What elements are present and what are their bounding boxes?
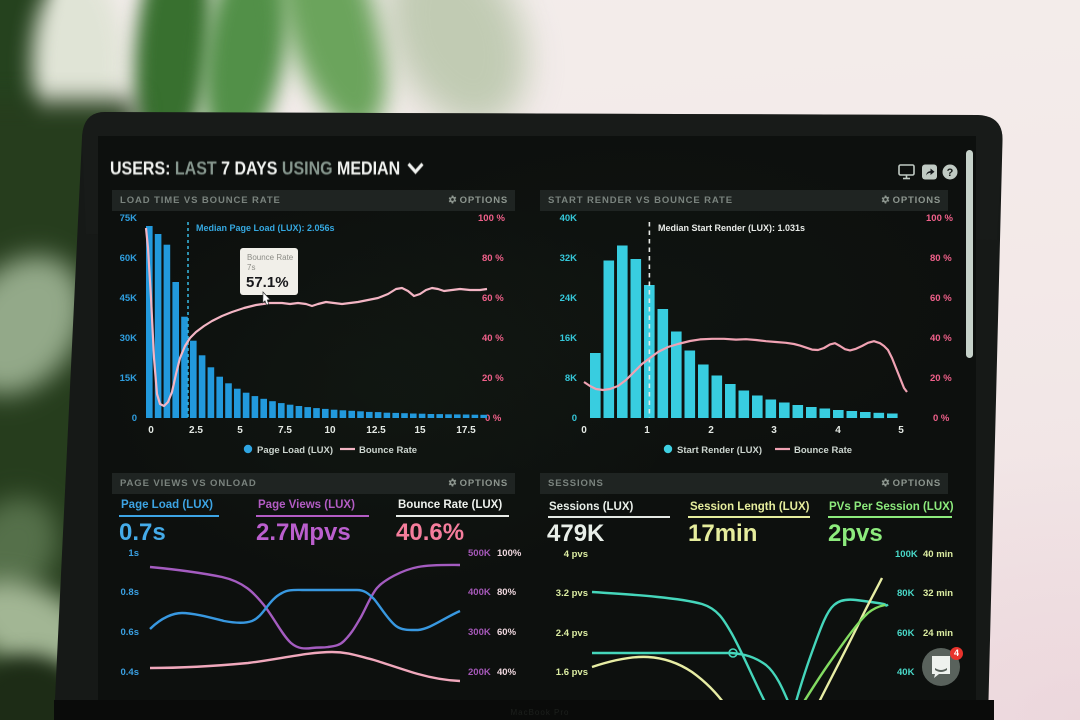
svg-text:100 %: 100 % <box>926 213 953 224</box>
svg-text:24K: 24K <box>560 293 578 304</box>
svg-text:Bounce Rate: Bounce Rate <box>794 445 852 456</box>
svg-text:0.4s: 0.4s <box>121 667 140 678</box>
svg-text:15: 15 <box>414 425 426 436</box>
svg-text:0: 0 <box>132 413 137 424</box>
svg-text:40 %: 40 % <box>930 333 952 344</box>
svg-text:80%: 80% <box>497 587 517 598</box>
svg-text:300K: 300K <box>468 627 491 638</box>
svg-text:5: 5 <box>237 425 243 436</box>
svg-text:500K: 500K <box>468 548 491 559</box>
svg-text:80K: 80K <box>897 588 915 599</box>
svg-text:60K: 60K <box>897 628 915 639</box>
svg-text:60%: 60% <box>497 627 517 638</box>
svg-text:60 %: 60 % <box>930 293 952 304</box>
svg-text:0 %: 0 % <box>933 413 950 424</box>
svg-text:57.1%: 57.1% <box>246 274 289 291</box>
svg-text:3: 3 <box>771 425 777 436</box>
svg-text:80 %: 80 % <box>930 253 952 264</box>
svg-text:3.2 pvs: 3.2 pvs <box>556 588 588 599</box>
svg-text:100K: 100K <box>895 549 918 560</box>
svg-text:7s: 7s <box>247 263 255 272</box>
svg-text:2: 2 <box>708 425 714 436</box>
svg-text:Bounce Rate: Bounce Rate <box>247 253 294 262</box>
svg-text:40 min: 40 min <box>923 549 953 560</box>
svg-text:5: 5 <box>898 425 904 436</box>
svg-text:200K: 200K <box>468 667 491 678</box>
svg-text:75K: 75K <box>120 213 138 224</box>
svg-text:80 %: 80 % <box>482 253 504 264</box>
svg-text:Start Render (LUX): Start Render (LUX) <box>677 445 762 456</box>
svg-text:Bounce Rate: Bounce Rate <box>359 445 417 456</box>
svg-text:0: 0 <box>581 425 587 436</box>
svg-text:0: 0 <box>148 425 154 436</box>
svg-text:32 min: 32 min <box>923 588 953 599</box>
svg-text:Median Start Render (LUX): 1.0: Median Start Render (LUX): 1.031s <box>658 223 805 233</box>
svg-text:?: ? <box>947 167 954 179</box>
svg-text:12.5: 12.5 <box>366 425 386 436</box>
svg-text:400K: 400K <box>468 587 491 598</box>
svg-text:40K: 40K <box>560 213 578 224</box>
svg-text:16K: 16K <box>560 333 578 344</box>
svg-text:40K: 40K <box>897 667 915 678</box>
svg-text:40%: 40% <box>497 667 517 678</box>
svg-text:100%: 100% <box>497 548 522 559</box>
svg-text:1.6 pvs: 1.6 pvs <box>556 667 588 678</box>
svg-text:0 %: 0 % <box>485 413 502 424</box>
svg-text:32K: 32K <box>560 253 578 264</box>
svg-text:1s: 1s <box>128 548 139 559</box>
svg-text:17.5: 17.5 <box>456 425 476 436</box>
svg-text:2.4 pvs: 2.4 pvs <box>556 628 588 639</box>
svg-text:20 %: 20 % <box>482 373 504 384</box>
svg-text:4 pvs: 4 pvs <box>564 549 588 560</box>
svg-text:60K: 60K <box>120 253 138 264</box>
svg-text:Median Page Load (LUX): 2.056s: Median Page Load (LUX): 2.056s <box>196 223 335 233</box>
svg-text:7.5: 7.5 <box>278 425 292 436</box>
svg-text:4: 4 <box>835 425 841 436</box>
svg-text:30K: 30K <box>120 333 138 344</box>
svg-text:8K: 8K <box>565 373 577 384</box>
svg-text:60 %: 60 % <box>482 293 504 304</box>
svg-text:15K: 15K <box>120 373 138 384</box>
svg-text:40 %: 40 % <box>482 333 504 344</box>
svg-text:2.5: 2.5 <box>189 425 203 436</box>
svg-text:20 %: 20 % <box>930 373 952 384</box>
svg-text:10: 10 <box>324 425 336 436</box>
svg-text:100 %: 100 % <box>478 213 505 224</box>
svg-text:0: 0 <box>572 413 577 424</box>
svg-text:0.6s: 0.6s <box>121 627 140 638</box>
svg-text:1: 1 <box>644 425 650 436</box>
svg-text:24 min: 24 min <box>923 628 953 639</box>
svg-text:45K: 45K <box>120 293 138 304</box>
svg-text:0.8s: 0.8s <box>121 587 140 598</box>
svg-text:Page Load (LUX): Page Load (LUX) <box>257 445 333 456</box>
